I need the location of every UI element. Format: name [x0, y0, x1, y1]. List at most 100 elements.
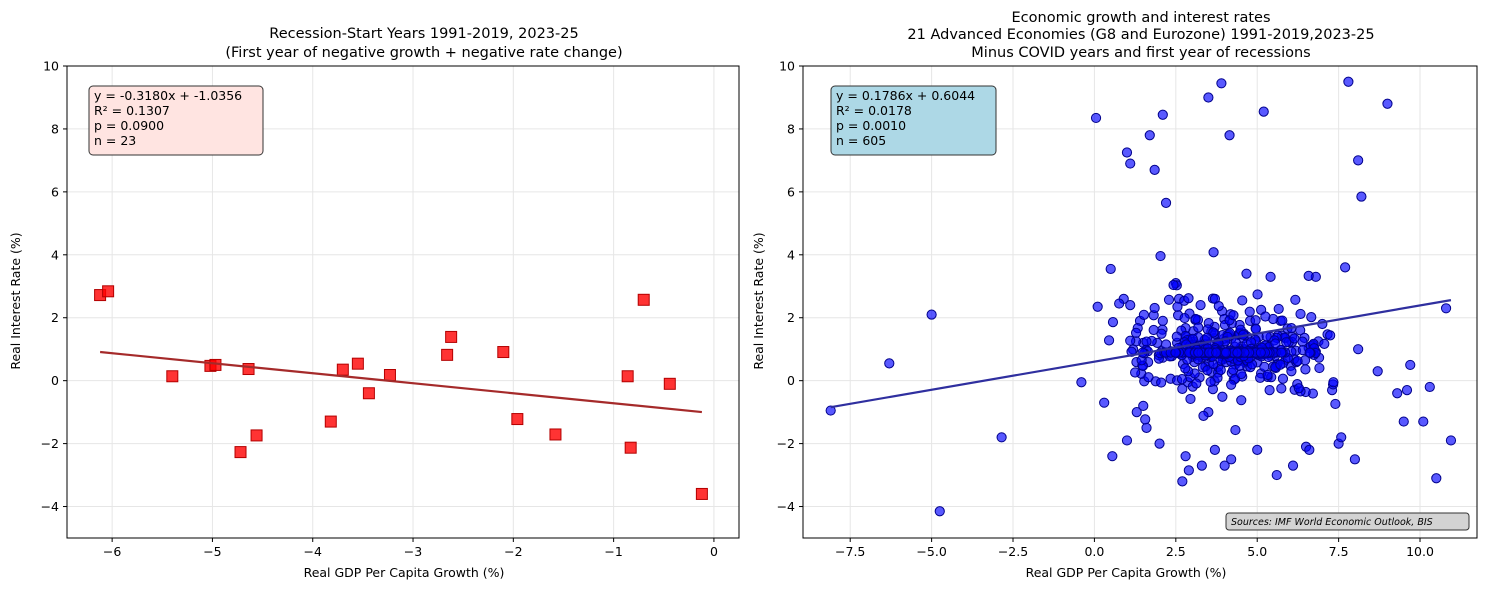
right-data-point [1076, 377, 1087, 388]
right-data-point [1171, 331, 1182, 342]
right-data-point [1343, 76, 1354, 87]
right-data-point [1183, 465, 1194, 476]
right-data-point [1193, 347, 1204, 358]
right-data-point [1177, 383, 1188, 394]
right-data-point [1236, 395, 1247, 406]
right-x-tick-label: 0.0 [1084, 544, 1104, 559]
right-data-point [1099, 397, 1110, 408]
right-data-point [1244, 306, 1255, 317]
right-data-point [1431, 473, 1442, 484]
right-y-tick-label: −4 [777, 499, 795, 514]
left-stat-equation: y = -0.3180x + -1.0356 [94, 88, 242, 103]
right-stat-p: p = 0.0010 [836, 118, 906, 133]
right-data-point [1179, 312, 1190, 324]
left-data-point [695, 487, 708, 500]
right-data-point [1226, 379, 1237, 390]
right-x-tick-label: −2.5 [998, 544, 1028, 559]
right-data-point [1203, 92, 1214, 103]
right-data-point [1306, 312, 1317, 323]
left-x-tick-label: −6 [103, 544, 121, 559]
right-data-point [1226, 454, 1237, 465]
right-data-point [1211, 347, 1222, 358]
right-y-tick-label: 0 [787, 373, 795, 388]
right-axes-frame [802, 65, 1478, 539]
right-data-point [1262, 369, 1273, 381]
right-data-point [1157, 315, 1168, 326]
right-x-tick-label: 10.0 [1406, 544, 1434, 559]
right-data-point [1304, 444, 1315, 455]
right-data-point [1353, 155, 1364, 166]
left-axes-frame [66, 65, 740, 539]
right-data-point [1295, 308, 1306, 320]
right-data-point [1336, 432, 1347, 443]
left-y-tick-label: 6 [51, 184, 59, 199]
right-data-point [1372, 366, 1383, 377]
right-data-point [1157, 109, 1168, 120]
right-y-axis-label: Real Interest Rate (%) [751, 232, 766, 369]
right-data-point [1185, 393, 1196, 405]
right-data-point [1224, 130, 1235, 141]
right-data-point [1275, 359, 1286, 370]
right-data-point [1325, 330, 1336, 341]
right-data-point [1215, 364, 1226, 376]
right-data-point [1292, 356, 1303, 367]
right-x-axis-label: Real GDP Per Capita Growth (%) [1026, 565, 1227, 580]
right-data-point [1143, 372, 1154, 383]
right-data-point [1241, 268, 1252, 279]
left-data-point [362, 387, 375, 400]
left-y-tick-label: −4 [41, 499, 59, 514]
right-data-point [1154, 438, 1165, 449]
right-data-point [1125, 158, 1136, 169]
left-data-point [383, 369, 396, 382]
right-data-point [1107, 317, 1119, 328]
right-data-point [1125, 300, 1136, 311]
right-data-point [1264, 385, 1275, 396]
right-data-point [1168, 279, 1179, 291]
right-data-point [1202, 365, 1213, 376]
right-chart: Economic growth and interest rates 21 Ad… [751, 10, 1478, 580]
right-data-point [1276, 347, 1287, 358]
left-stat-r2: R² = 0.1307 [94, 103, 170, 118]
left-y-tick-label: 10 [43, 59, 59, 74]
source-note-text: Sources: IMF World Economic Outlook, BIS [1231, 517, 1433, 528]
right-data-point [1103, 335, 1115, 346]
right-data-point [1195, 300, 1206, 311]
right-data-point [1445, 435, 1457, 446]
right-data-point [1220, 347, 1232, 358]
left-stats-box-bg [88, 85, 264, 156]
right-data-point [1208, 247, 1219, 258]
right-data-point [1230, 424, 1241, 436]
right-y-tick-label: 10 [779, 59, 795, 74]
left-data-point [445, 330, 458, 343]
right-data-point [1255, 347, 1266, 358]
right-data-point [1382, 98, 1393, 109]
source-note: Sources: IMF World Economic Outlook, BIS [1225, 512, 1470, 531]
right-data-point [1286, 366, 1297, 377]
right-chart-subtitle-2: Minus COVID years and first year of rece… [971, 45, 1310, 61]
left-x-tick-label: −4 [304, 544, 322, 559]
left-y-axis-label: Real Interest Rate (%) [8, 232, 23, 369]
left-y-tick-label: 2 [51, 310, 59, 325]
right-data-point [1121, 435, 1133, 446]
right-stat-equation: y = 0.1786x + 0.6044 [836, 88, 975, 103]
left-chart: Recession-Start Years 1991-2019, 2023-25… [8, 26, 740, 580]
left-chart-subtitle: (First year of negative growth + negativ… [225, 45, 622, 61]
right-data-point [1340, 262, 1351, 273]
right-data-point [1176, 373, 1188, 385]
right-data-point [1304, 347, 1315, 358]
right-data-point [1205, 376, 1216, 388]
right-data-point [1105, 263, 1116, 275]
right-data-point [1230, 337, 1241, 348]
right-data-point [1163, 294, 1175, 305]
right-data-point [1130, 367, 1141, 378]
right-stats-box-bg [830, 85, 997, 156]
left-stats-box: y = -0.3180x + -1.0356 R² = 0.1307 p = 0… [88, 85, 264, 156]
right-data-point [1177, 476, 1188, 487]
right-x-tick-label: −7.5 [835, 544, 865, 559]
right-data-point [1271, 469, 1282, 481]
right-data-point [1187, 333, 1198, 344]
right-y-tick-label: 6 [787, 184, 795, 199]
left-data-point [549, 428, 562, 441]
right-x-tick-label: 2.5 [1166, 544, 1186, 559]
left-y-tick-label: −2 [41, 436, 59, 451]
